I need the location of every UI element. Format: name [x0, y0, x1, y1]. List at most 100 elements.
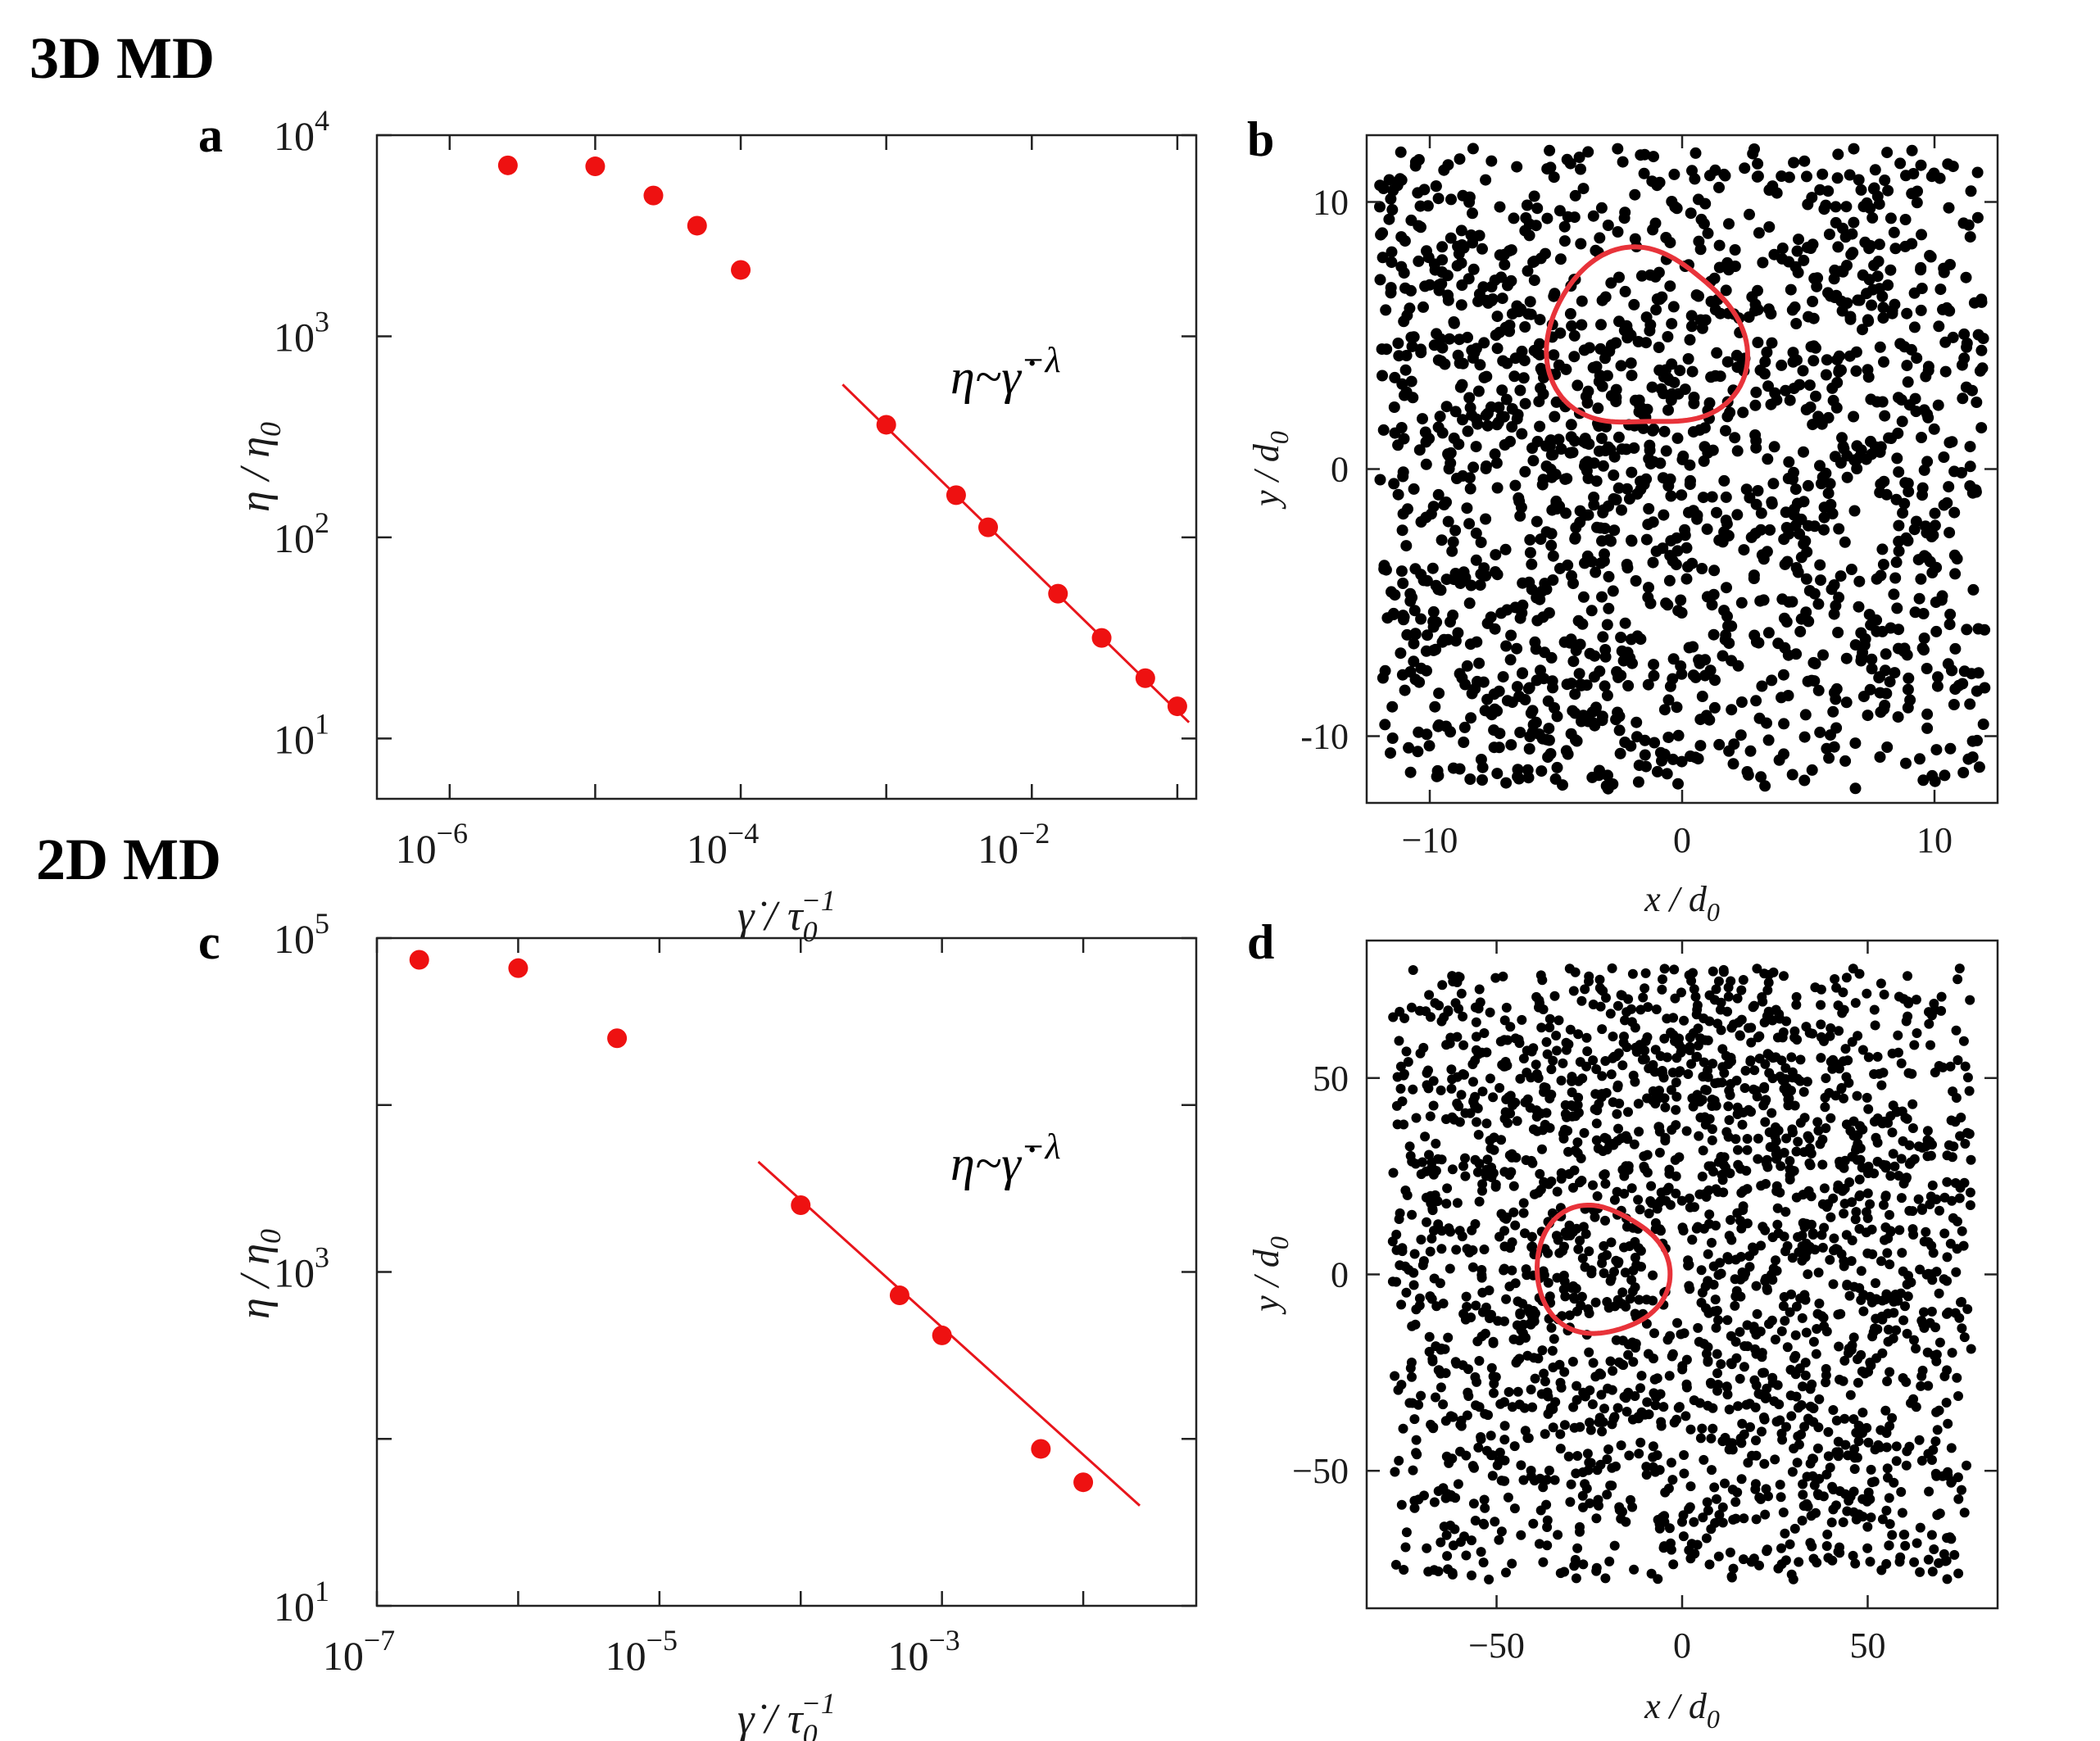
particle — [1464, 483, 1476, 495]
particle — [1534, 314, 1546, 326]
particle — [1732, 1208, 1743, 1218]
particle — [1829, 264, 1841, 276]
particle — [1481, 1171, 1491, 1181]
particle — [1712, 1305, 1722, 1316]
particle — [1648, 1270, 1658, 1281]
particle — [1537, 1345, 1548, 1356]
particle — [1767, 1372, 1778, 1383]
particle — [1939, 1228, 1950, 1239]
particle — [1707, 1237, 1717, 1248]
particle — [1453, 438, 1465, 451]
particle — [1485, 1313, 1494, 1323]
particle — [1774, 1009, 1785, 1019]
particle — [1871, 1132, 1881, 1143]
particle — [1488, 688, 1500, 700]
particle — [1408, 965, 1418, 975]
particle — [1912, 1538, 1922, 1548]
particle — [1407, 392, 1419, 404]
particle — [1592, 1191, 1603, 1201]
particle — [1776, 243, 1789, 254]
particle — [1784, 394, 1796, 406]
particle — [1501, 1567, 1511, 1578]
particle — [1381, 343, 1393, 356]
particle — [1641, 1318, 1652, 1329]
particle — [1825, 1254, 1835, 1265]
particle — [1406, 1002, 1417, 1013]
particle — [1665, 490, 1677, 502]
particle — [1807, 656, 1820, 669]
particle — [1375, 229, 1387, 241]
particle — [1539, 1082, 1549, 1092]
particle — [1599, 644, 1612, 655]
particle — [1908, 321, 1921, 333]
particle — [1900, 1301, 1910, 1312]
particle — [1527, 1241, 1538, 1252]
particle — [1583, 1465, 1594, 1476]
particle — [1843, 1450, 1853, 1461]
particle — [1887, 1412, 1898, 1423]
particle — [1891, 1441, 1902, 1452]
particle — [1908, 524, 1921, 536]
particle — [1881, 1289, 1892, 1299]
particle — [1565, 633, 1577, 646]
y-tick-label-c: 101 — [274, 1575, 329, 1630]
particle — [1841, 1230, 1852, 1240]
particle — [1711, 347, 1723, 359]
particle — [1577, 1073, 1588, 1084]
particle — [1690, 991, 1701, 1002]
particle — [1563, 1126, 1573, 1136]
particle — [1377, 370, 1388, 382]
particle — [1462, 1410, 1472, 1421]
particle — [1480, 462, 1492, 474]
particle — [1817, 649, 1829, 661]
particle — [1723, 1131, 1734, 1142]
particle — [1971, 211, 1984, 224]
particle — [1585, 1425, 1596, 1435]
particle — [1590, 1212, 1600, 1222]
particle — [1453, 1479, 1463, 1489]
particle — [1590, 1297, 1601, 1308]
particle — [1569, 189, 1581, 202]
particle — [1932, 671, 1944, 683]
particle — [1771, 1145, 1781, 1155]
particle — [1909, 1335, 1919, 1345]
particle — [1812, 1324, 1822, 1334]
particle — [1412, 1449, 1422, 1460]
particle — [1407, 1209, 1417, 1220]
particle — [1528, 256, 1540, 267]
particle — [1731, 445, 1744, 457]
particle — [1597, 1089, 1608, 1099]
data-point — [889, 1285, 909, 1306]
particle — [1732, 1109, 1743, 1119]
particle — [1374, 201, 1386, 213]
particle — [1534, 338, 1545, 350]
particle — [1830, 201, 1842, 213]
particle — [1798, 155, 1811, 167]
particle — [1505, 739, 1517, 751]
particle — [1471, 636, 1483, 648]
particle — [1582, 385, 1594, 397]
particle — [1792, 1458, 1803, 1468]
particle — [1912, 185, 1923, 197]
y-axis-label-a: η / η0 — [232, 422, 287, 512]
particle — [1430, 180, 1442, 193]
particle — [1840, 201, 1853, 213]
particle — [1600, 1215, 1610, 1226]
particle — [1527, 455, 1540, 467]
particle — [1627, 1337, 1638, 1348]
particle — [1819, 1183, 1830, 1194]
particle — [1789, 301, 1801, 313]
particle — [1538, 1266, 1549, 1276]
particle — [1838, 442, 1850, 455]
particle — [1578, 1222, 1589, 1232]
particle — [1527, 1402, 1538, 1412]
particle — [1957, 1297, 1966, 1307]
particle — [1643, 503, 1655, 515]
particle — [1543, 1277, 1553, 1288]
particle — [1639, 749, 1651, 761]
particle — [1549, 410, 1561, 423]
particle — [1640, 968, 1651, 978]
particle — [1762, 303, 1775, 315]
particle — [1856, 1294, 1866, 1305]
particle — [1825, 1462, 1835, 1473]
